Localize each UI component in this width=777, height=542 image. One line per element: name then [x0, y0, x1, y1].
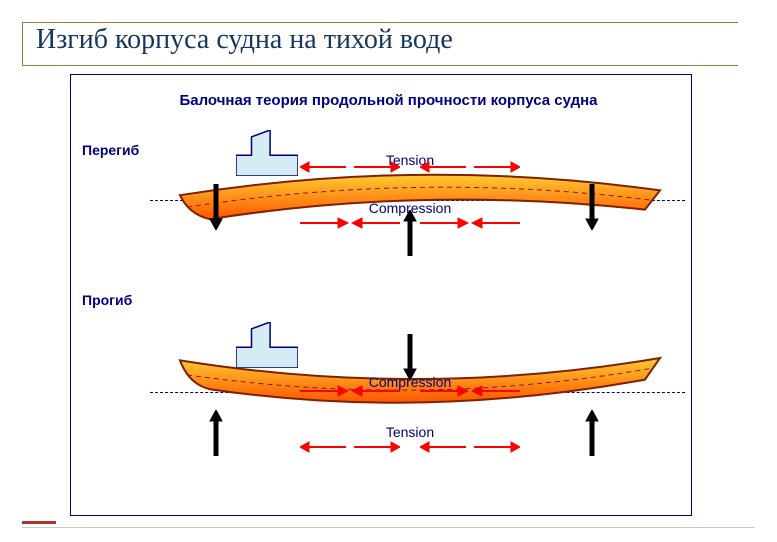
load-top-left-sagging — [300, 384, 400, 398]
load-bot-left-hogging — [300, 216, 400, 230]
load-bot-right-hogging — [420, 216, 520, 230]
force-up-hogging — [402, 210, 418, 256]
label-bot-sagging: Tension — [330, 424, 490, 440]
force-up-sagging-0 — [208, 410, 224, 456]
force-down-sagging-0 — [402, 334, 418, 380]
case-label-hogging: Перегиб — [82, 142, 139, 158]
load-top-left-hogging — [300, 160, 400, 174]
slide-end-mark — [22, 521, 56, 524]
force-down-hogging-1 — [584, 184, 600, 230]
page-title: Изгиб корпуса судна на тихой воде — [36, 24, 453, 56]
force-down-hogging-0 — [208, 184, 224, 230]
footer-rule — [22, 527, 755, 528]
load-top-right-hogging — [420, 160, 520, 174]
force-up-sagging-1 — [584, 410, 600, 456]
load-bot-right-sagging — [420, 440, 520, 454]
superstructure — [236, 322, 298, 368]
diagram-subtitle: Балочная теория продольной прочности кор… — [0, 92, 777, 109]
superstructure — [236, 130, 298, 176]
load-top-right-sagging — [420, 384, 520, 398]
case-label-sagging: Прогиб — [82, 292, 132, 308]
load-bot-left-sagging — [300, 440, 400, 454]
